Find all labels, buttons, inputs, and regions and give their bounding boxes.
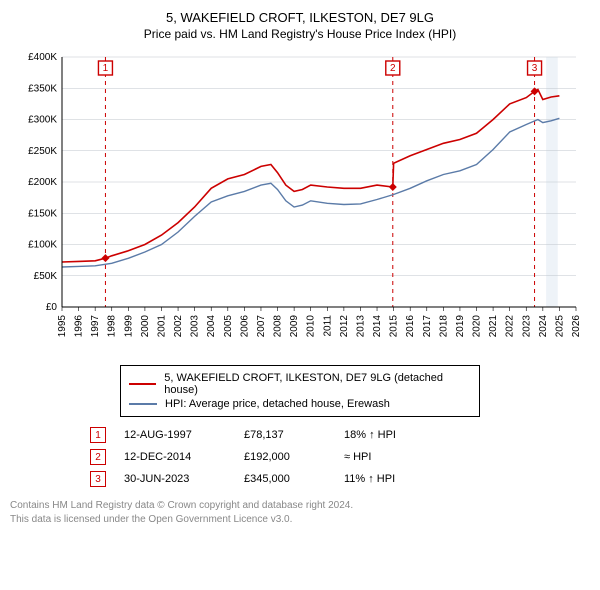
y-tick-label: £50K <box>34 271 58 282</box>
x-tick-label: 2020 <box>472 315 483 338</box>
sale-date: 30-JUN-2023 <box>124 473 244 485</box>
sale-badge: 2 <box>90 449 106 465</box>
x-tick-label: 2005 <box>223 315 234 338</box>
sale-price: £192,000 <box>244 451 344 463</box>
table-row: 3 30-JUN-2023£345,00011% ↑ HPI <box>90 471 510 487</box>
x-tick-label: 1999 <box>123 315 134 338</box>
legend-label: 5, WAKEFIELD CROFT, ILKESTON, DE7 9LG (d… <box>164 372 471 396</box>
y-tick-label: £400K <box>28 52 57 63</box>
x-tick-label: 2006 <box>239 315 250 338</box>
x-tick-label: 2010 <box>306 315 317 338</box>
x-tick-label: 2014 <box>372 315 383 338</box>
y-tick-label: £0 <box>46 302 58 313</box>
x-tick-label: 2008 <box>273 315 284 338</box>
x-tick-label: 2015 <box>389 315 400 338</box>
page-subtitle: Price paid vs. HM Land Registry's House … <box>10 27 590 41</box>
sale-comparison: 11% ↑ HPI <box>344 473 510 485</box>
sale-marker-number: 2 <box>390 63 396 74</box>
x-tick-label: 2000 <box>140 315 151 338</box>
x-tick-label: 2004 <box>206 315 217 338</box>
x-tick-label: 1996 <box>74 315 85 338</box>
x-tick-label: 2001 <box>156 315 167 338</box>
x-tick-label: 2007 <box>256 315 267 338</box>
y-tick-label: £150K <box>28 208 57 219</box>
legend-swatch <box>129 383 156 385</box>
y-tick-label: £350K <box>28 83 57 94</box>
x-tick-label: 2009 <box>289 315 300 338</box>
y-tick-label: £300K <box>28 115 57 126</box>
page-title: 5, WAKEFIELD CROFT, ILKESTON, DE7 9LG <box>10 10 590 25</box>
x-tick-label: 1995 <box>57 315 68 338</box>
x-tick-label: 2025 <box>554 315 565 338</box>
x-tick-label: 2012 <box>339 315 350 338</box>
x-tick-label: 2026 <box>571 315 582 338</box>
y-tick-label: £200K <box>28 177 57 188</box>
x-tick-label: 2018 <box>438 315 449 338</box>
legend-item: 5, WAKEFIELD CROFT, ILKESTON, DE7 9LG (d… <box>129 372 471 396</box>
x-tick-label: 2013 <box>355 315 366 338</box>
table-row: 2 12-DEC-2014£192,000≈ HPI <box>90 449 510 465</box>
x-tick-label: 2022 <box>505 315 516 338</box>
y-tick-label: £250K <box>28 146 57 157</box>
sale-date: 12-DEC-2014 <box>124 451 244 463</box>
sale-badge: 1 <box>90 427 106 443</box>
footer-line-2: This data is licensed under the Open Gov… <box>10 513 590 527</box>
legend-swatch <box>129 403 157 405</box>
legend-label: HPI: Average price, detached house, Erew… <box>165 398 390 410</box>
sale-comparison: ≈ HPI <box>344 451 510 463</box>
x-tick-label: 2011 <box>322 315 333 337</box>
x-tick-label: 1998 <box>107 315 118 338</box>
sale-marker-number: 3 <box>532 63 538 74</box>
legend: 5, WAKEFIELD CROFT, ILKESTON, DE7 9LG (d… <box>120 365 480 417</box>
price-chart: £0 £50K £100K £150K £200K £250K £300K £350K £400… <box>10 47 590 357</box>
sale-date: 12-AUG-1997 <box>124 429 244 441</box>
x-tick-label: 2003 <box>190 315 201 338</box>
attribution-footer: Contains HM Land Registry data © Crown c… <box>10 499 590 526</box>
sale-price: £78,137 <box>244 429 344 441</box>
sale-marker-number: 1 <box>103 63 109 74</box>
x-tick-label: 1997 <box>90 315 101 338</box>
sales-table: 1 12-AUG-1997£78,13718% ↑ HPI 2 12-DEC-2014… <box>90 427 510 487</box>
table-row: 1 12-AUG-1997£78,13718% ↑ HPI <box>90 427 510 443</box>
footer-line-1: Contains HM Land Registry data © Crown c… <box>10 499 590 513</box>
sale-comparison: 18% ↑ HPI <box>344 429 510 441</box>
sale-badge: 3 <box>90 471 106 487</box>
x-tick-label: 2023 <box>521 315 532 338</box>
legend-item: HPI: Average price, detached house, Erew… <box>129 398 471 410</box>
x-tick-label: 2024 <box>538 315 549 338</box>
x-tick-label: 2021 <box>488 315 499 338</box>
x-tick-label: 2016 <box>405 315 416 338</box>
x-tick-label: 2017 <box>422 315 433 338</box>
y-tick-label: £100K <box>28 240 57 251</box>
x-tick-label: 2019 <box>455 315 466 338</box>
x-tick-label: 2002 <box>173 315 184 338</box>
sale-price: £345,000 <box>244 473 344 485</box>
